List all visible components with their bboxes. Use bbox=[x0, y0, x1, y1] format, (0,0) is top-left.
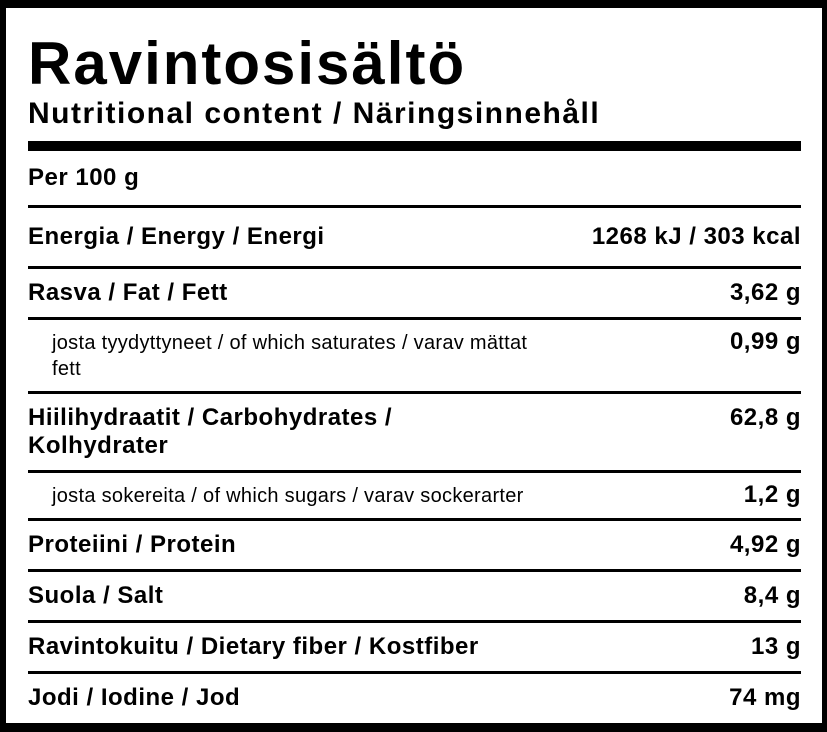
nutrition-row: Hiilihydraatit / Carbohydrates / Kolhydr… bbox=[28, 394, 801, 470]
row-divider bbox=[28, 671, 801, 674]
nutrition-row: Ravintokuitu / Dietary fiber / Kostfiber… bbox=[28, 623, 801, 671]
row-divider bbox=[28, 569, 801, 572]
nutrition-row: Energia / Energy / Energi 1268 kJ / 303 … bbox=[28, 208, 801, 266]
nutrient-amount: 4,92 g bbox=[729, 531, 801, 558]
nutrient-amount: 1268 kJ / 303 kcal bbox=[591, 223, 801, 250]
nutrient-amount: 3,62 g bbox=[729, 279, 801, 306]
serving-size: Per 100 g bbox=[28, 164, 140, 191]
nutrient-name: Proteiini / Protein bbox=[28, 531, 237, 558]
row-divider bbox=[28, 620, 801, 623]
serving-divider bbox=[28, 205, 801, 208]
row-divider bbox=[28, 470, 801, 473]
nutrition-rows: Energia / Energy / Energi 1268 kJ / 303 … bbox=[28, 208, 801, 722]
row-divider bbox=[28, 391, 801, 394]
row-divider bbox=[28, 317, 801, 320]
nutrition-row: Rasva / Fat / Fett 3,62 g bbox=[28, 269, 801, 317]
row-divider bbox=[28, 266, 801, 269]
row-divider bbox=[28, 518, 801, 521]
nutrient-amount: 13 g bbox=[750, 633, 801, 660]
nutrient-name: Hiilihydraatit / Carbohydrates / Kolhydr… bbox=[28, 404, 393, 459]
nutrient-amount: 8,4 g bbox=[743, 582, 801, 609]
label-subtitle: Nutritional content / Näringsinnehåll bbox=[28, 97, 601, 130]
nutrient-amount: 74 mg bbox=[729, 684, 801, 711]
nutrient-amount: 0,99 g bbox=[729, 328, 801, 355]
nutrition-row: josta sokereita / of which sugars / vara… bbox=[28, 473, 801, 518]
nutrition-row: Proteiini / Protein 4,92 g bbox=[28, 521, 801, 569]
header-divider-thick bbox=[28, 141, 801, 151]
nutrient-name: Jodi / Iodine / Jod bbox=[28, 684, 241, 711]
nutrient-name: josta tyydyttyneet / of which saturates … bbox=[52, 332, 528, 380]
nutrient-name: Ravintokuitu / Dietary fiber / Kostfiber bbox=[28, 633, 479, 660]
nutrient-amount: 62,8 g bbox=[729, 404, 801, 431]
nutrient-name: josta sokereita / of which sugars / vara… bbox=[52, 485, 524, 507]
nutrition-row: Suola / Salt 8,4 g bbox=[28, 572, 801, 620]
nutrient-name: Rasva / Fat / Fett bbox=[28, 279, 228, 306]
nutrition-row: Jodi / Iodine / Jod 74 mg bbox=[28, 674, 801, 722]
nutrition-row: josta tyydyttyneet / of which saturates … bbox=[28, 320, 801, 391]
label-header: Ravintosisältö Nutritional content / När… bbox=[28, 8, 801, 132]
nutrient-name: Energia / Energy / Energi bbox=[28, 223, 325, 250]
nutrient-amount: 1,2 g bbox=[743, 481, 801, 508]
nutrient-name: Suola / Salt bbox=[28, 582, 164, 609]
label-title: Ravintosisältö bbox=[28, 30, 467, 97]
